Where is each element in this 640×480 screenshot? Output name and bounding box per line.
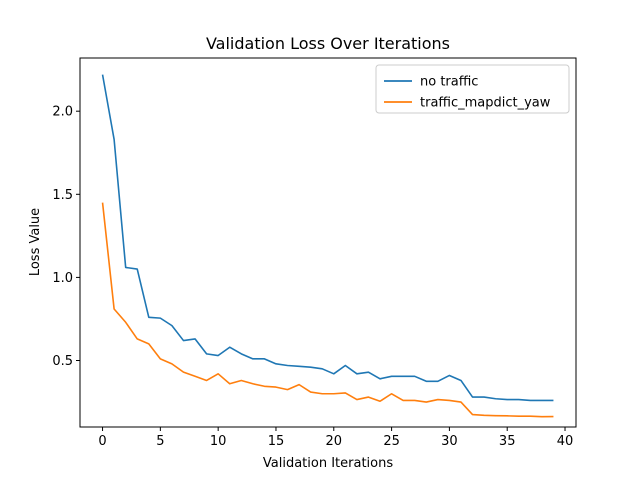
y-tick-label: 1.5 — [52, 188, 73, 203]
x-tick-label: 0 — [98, 434, 106, 449]
y-axis: 0.5 1.0 1.5 2.0 — [52, 105, 80, 369]
x-tick-label: 30 — [441, 434, 458, 449]
y-tick-label: 0.5 — [52, 354, 73, 369]
legend-label: traffic_mapdict_yaw — [420, 96, 551, 111]
x-tick-label: 5 — [156, 434, 164, 449]
legend: no traffic traffic_mapdict_yaw — [375, 64, 570, 114]
series-line-traffic-mapdict-yaw — [101, 202, 554, 418]
chart-title: Validation Loss Over Iterations — [206, 34, 450, 53]
x-tick-label: 25 — [383, 434, 400, 449]
plot-area — [101, 74, 554, 418]
y-axis-label: Loss Value — [28, 208, 43, 276]
series-line-no-traffic — [101, 74, 554, 402]
x-tick-label: 15 — [268, 434, 285, 449]
x-axis: 0 5 10 15 20 25 30 35 40 — [98, 427, 573, 449]
x-tick-label: 35 — [499, 434, 516, 449]
y-tick-label: 1.0 — [52, 271, 73, 286]
plot-frame — [79, 57, 577, 428]
legend-label: no traffic — [420, 75, 478, 90]
legend-box — [375, 64, 570, 114]
x-tick-label: 40 — [557, 434, 574, 449]
x-tick-label: 10 — [210, 434, 227, 449]
x-axis-label: Validation Iterations — [263, 456, 393, 471]
y-tick-label: 2.0 — [52, 105, 73, 120]
x-tick-label: 20 — [326, 434, 343, 449]
